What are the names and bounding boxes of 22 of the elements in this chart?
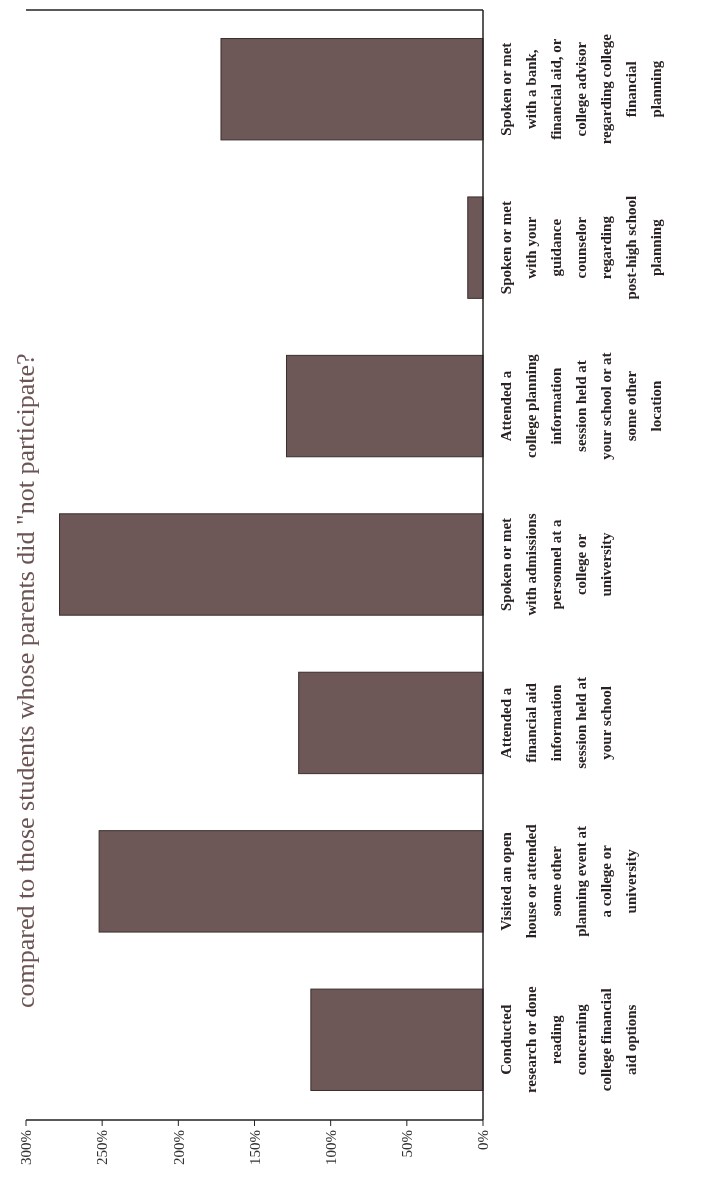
- bar: [285, 354, 484, 458]
- x-tick-label: 150%: [246, 1130, 263, 1165]
- y-tick-label: Attended a college planning information session held at your school or at some other location: [498, 352, 664, 460]
- bar: [298, 671, 484, 775]
- y-tick-label: Conducted research or done reading concerning college financial aid options: [498, 986, 639, 1094]
- bar: [98, 830, 484, 933]
- x-tick-label: 0%: [475, 1130, 492, 1150]
- bar: [310, 988, 484, 1091]
- x-tick-label: 100%: [322, 1130, 339, 1165]
- y-tick-label: Spoken or met with a bank, financial aid, or college advisor regarding college financial planning: [498, 33, 664, 145]
- y-tick-label: Visited an open house or attended some other planning event at a college or university: [498, 823, 639, 939]
- x-tick-label: 300%: [18, 1130, 35, 1165]
- text: compared to those students whose parents did "not participate?: [11, 353, 40, 1008]
- x-tick-label: 200%: [170, 1130, 187, 1165]
- bar: [59, 513, 484, 616]
- y-tick-label: Attended a financial aid information session held at your school: [498, 677, 614, 769]
- bar: [467, 196, 484, 299]
- bar: [220, 38, 484, 141]
- y-tick-label: Spoken or met with your guidance counselor regarding post-high school planning: [498, 195, 664, 300]
- y-tick-label: Spoken or met with admissions personnel at a college or university: [498, 513, 614, 616]
- x-tick-label: 50%: [399, 1130, 416, 1158]
- x-tick-label: 250%: [94, 1130, 111, 1165]
